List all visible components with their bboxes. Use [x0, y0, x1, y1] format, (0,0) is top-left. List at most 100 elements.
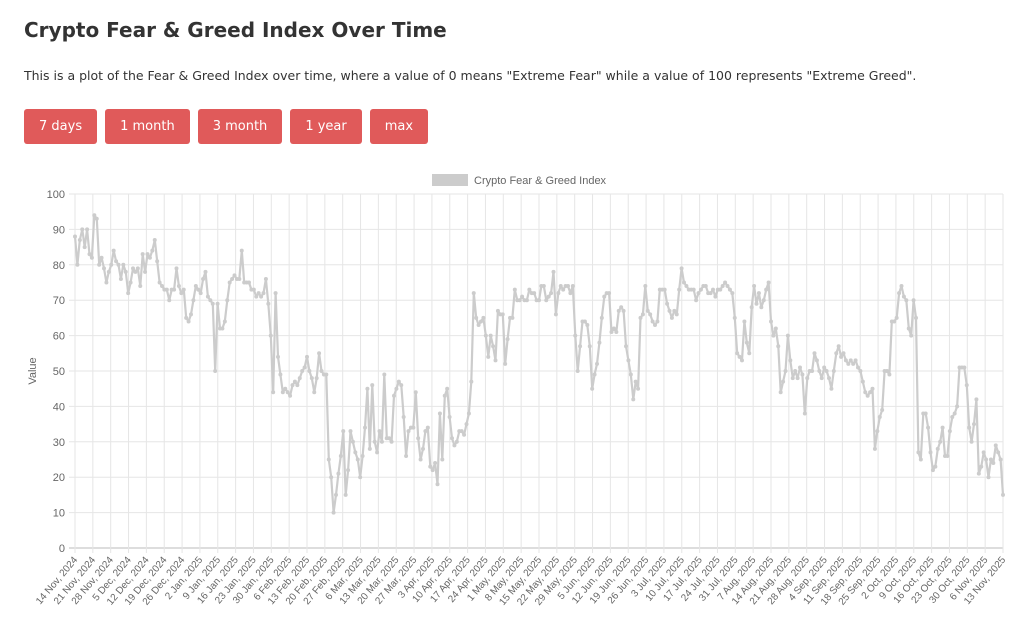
data-point — [628, 372, 633, 377]
y-axis-title: Value — [27, 357, 39, 384]
data-point — [150, 248, 155, 253]
data-point — [157, 280, 162, 285]
data-point — [208, 298, 213, 303]
data-point — [537, 298, 541, 303]
data-point — [85, 227, 90, 232]
data-point — [459, 429, 464, 434]
data-point — [435, 482, 440, 487]
data-point — [329, 475, 334, 480]
data-point — [558, 284, 563, 289]
data-point — [143, 269, 148, 274]
data-point — [181, 287, 186, 292]
data-point — [425, 425, 430, 430]
data-point — [336, 471, 341, 476]
data-point — [549, 291, 554, 296]
data-point — [442, 393, 447, 398]
data-point — [718, 287, 723, 292]
data-point — [334, 492, 338, 497]
data-point — [232, 273, 237, 278]
data-point — [445, 386, 450, 391]
data-point — [201, 276, 206, 281]
data-point — [914, 315, 918, 320]
data-point — [263, 276, 268, 281]
data-point — [466, 411, 471, 416]
range-button-7-days[interactable]: 7 days — [24, 109, 98, 144]
data-point — [698, 287, 703, 292]
data-point — [669, 315, 674, 320]
data-point — [650, 319, 655, 324]
data-point — [930, 468, 935, 473]
data-point — [727, 287, 732, 292]
data-point — [872, 446, 877, 451]
range-button-max[interactable]: max — [369, 109, 429, 144]
data-point — [640, 312, 645, 317]
data-point — [341, 429, 346, 434]
data-point — [392, 393, 396, 398]
data-point — [877, 415, 882, 420]
data-point — [822, 365, 827, 370]
data-point — [851, 361, 856, 366]
range-button-1-year[interactable]: 1 year — [290, 109, 362, 144]
data-point — [198, 291, 203, 296]
data-point — [790, 376, 795, 381]
data-point — [491, 344, 496, 349]
data-point — [280, 390, 285, 395]
data-point — [771, 333, 776, 338]
data-point — [684, 284, 689, 289]
data-point — [624, 344, 628, 349]
data-point — [696, 291, 701, 296]
data-point — [375, 450, 380, 455]
data-point — [227, 280, 232, 285]
range-selector: 7 days 1 month 3 month 1 year max — [24, 109, 429, 144]
data-point — [950, 415, 955, 420]
data-point — [510, 315, 515, 320]
data-point — [114, 259, 119, 264]
data-point — [865, 393, 870, 398]
data-point — [573, 333, 578, 338]
range-button-1-month[interactable]: 1 month — [105, 109, 190, 144]
data-point — [566, 284, 570, 289]
data-point — [314, 376, 319, 381]
legend: Crypto Fear & Greed Index — [432, 174, 607, 187]
data-point — [300, 369, 305, 373]
data-point — [638, 315, 643, 320]
data-point — [406, 429, 411, 434]
data-point — [363, 425, 367, 430]
data-point — [123, 269, 128, 274]
data-point — [271, 390, 276, 395]
data-point — [121, 262, 126, 267]
data-point — [437, 411, 442, 416]
range-button-3-month[interactable]: 3 month — [197, 109, 283, 144]
data-point — [802, 411, 807, 416]
data-point — [766, 280, 771, 285]
data-point — [778, 390, 783, 395]
data-point — [945, 453, 950, 458]
data-point — [471, 291, 476, 296]
data-point — [928, 450, 933, 455]
data-point — [524, 298, 529, 303]
data-point — [111, 248, 116, 253]
data-point — [829, 386, 834, 391]
data-point — [179, 291, 184, 296]
data-point — [737, 354, 742, 359]
legend-swatch — [432, 174, 468, 186]
data-point — [423, 429, 428, 434]
data-point — [97, 262, 102, 267]
data-point — [694, 298, 699, 303]
data-point — [744, 340, 749, 345]
data-point — [469, 379, 474, 384]
data-point — [793, 369, 798, 373]
data-point — [488, 333, 493, 338]
data-point — [152, 238, 157, 243]
data-point — [512, 287, 517, 292]
data-point — [614, 330, 619, 335]
data-point — [892, 319, 897, 324]
data-point — [897, 291, 902, 296]
data-point — [972, 422, 976, 427]
data-point — [691, 287, 696, 292]
data-point — [824, 369, 829, 373]
data-point — [104, 280, 109, 285]
data-point — [367, 446, 372, 451]
data-point — [967, 425, 972, 430]
